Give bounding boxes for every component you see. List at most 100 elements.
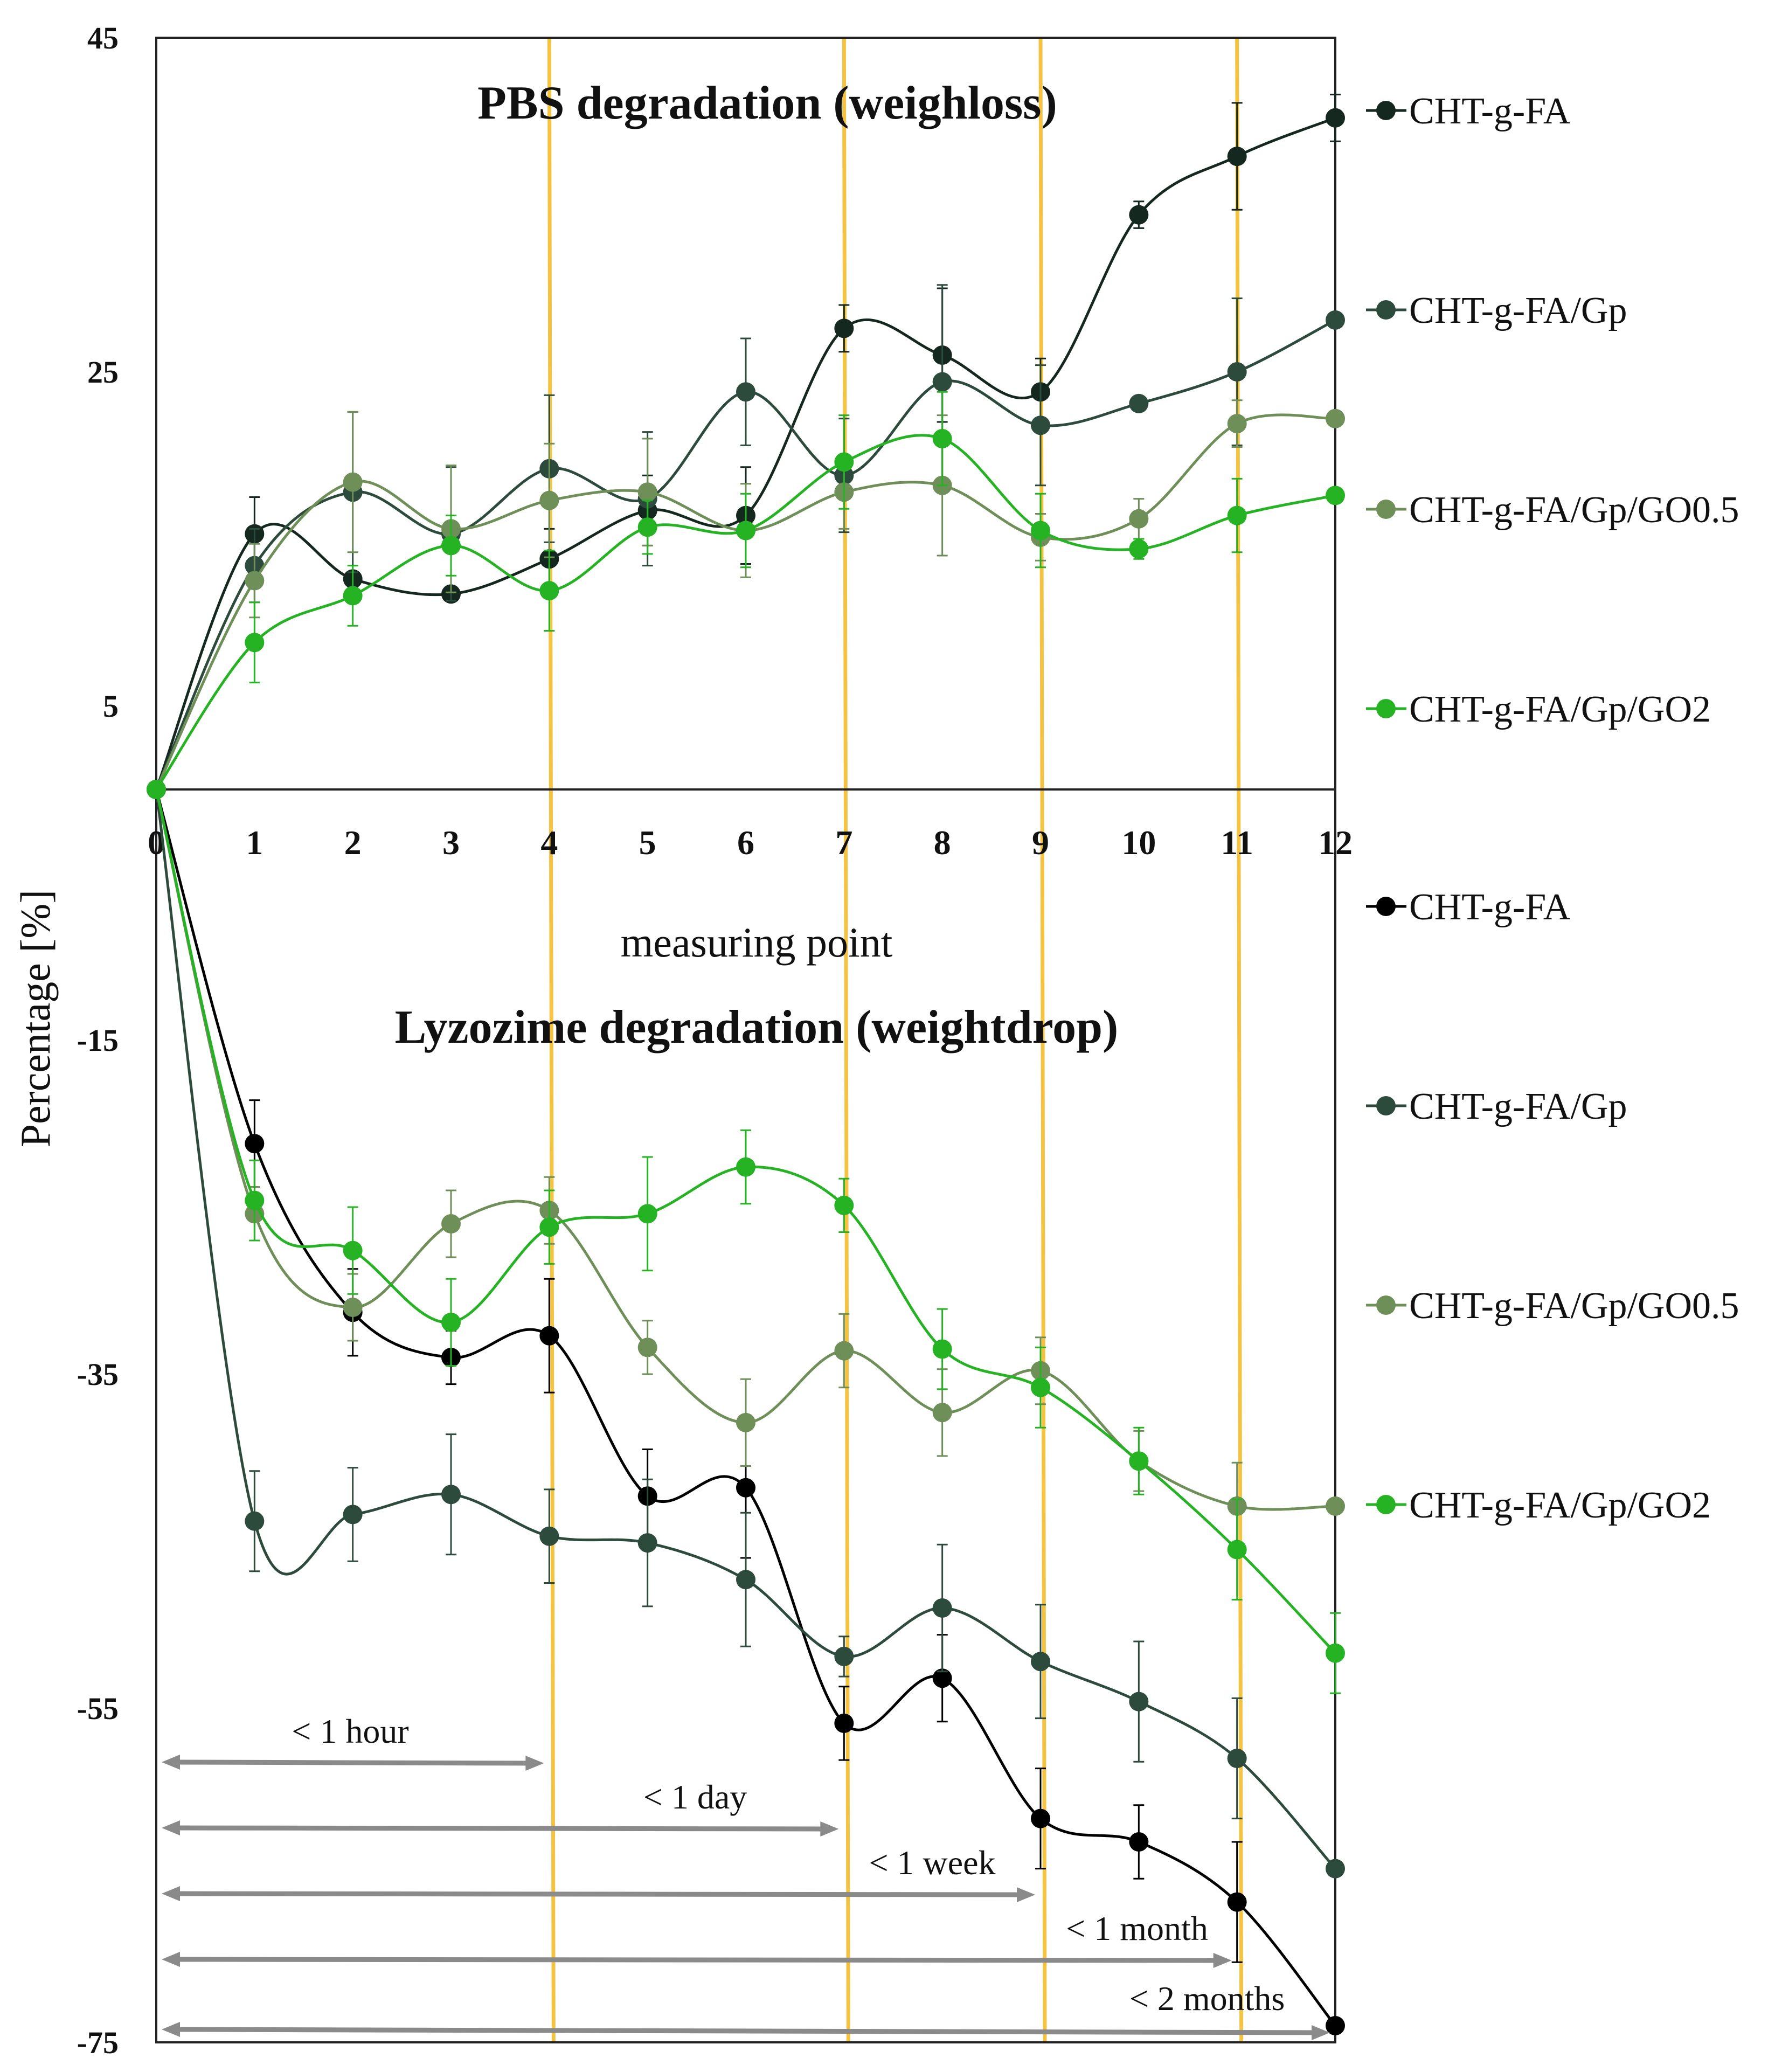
data-point [638, 517, 657, 537]
data-point [343, 473, 363, 492]
data-point [1326, 1644, 1345, 1663]
data-point [1326, 108, 1345, 128]
data-point [1326, 409, 1345, 428]
data-point [638, 1204, 657, 1223]
data-point [933, 429, 952, 448]
data-point [245, 571, 264, 591]
legend-label: CHT-g-FA/Gp/GO2 [1409, 1485, 1711, 1526]
data-point [343, 1298, 363, 1317]
data-point [245, 1134, 264, 1153]
data-point [834, 452, 854, 472]
data-point [933, 1403, 952, 1422]
data-point [1031, 521, 1050, 540]
legend-label: CHT-g-FA [1409, 886, 1571, 928]
x-tick-label: 9 [1032, 823, 1049, 862]
legend-label: CHT-g-FA [1409, 91, 1571, 132]
legend-marker [1376, 300, 1396, 320]
data-point [1326, 1859, 1345, 1879]
range-label: < 1 day [643, 1778, 747, 1816]
y-axis-label: Percentage [%] [12, 890, 59, 1148]
range-arrow-shaft [175, 2029, 1317, 2033]
data-point [638, 482, 657, 502]
data-point [1031, 1378, 1050, 1397]
data-point [343, 586, 363, 605]
data-point [343, 1241, 363, 1260]
range-label: < 1 week [869, 1844, 995, 1882]
range-label: < 1 hour [292, 1712, 408, 1750]
data-point [638, 1338, 657, 1357]
x-tick-label: 3 [442, 823, 460, 862]
range-arrow-shaft [175, 1762, 531, 1763]
legend-label: CHT-g-FA/Gp/GO2 [1409, 689, 1711, 730]
data-point [736, 1478, 755, 1498]
data-point [1326, 310, 1345, 330]
range-arrow-shaft [175, 1828, 826, 1829]
data-point [147, 780, 166, 799]
data-point [1228, 1749, 1247, 1768]
x-tick-label: 7 [835, 823, 852, 862]
data-point [1129, 1451, 1148, 1471]
data-point [1129, 539, 1148, 559]
x-tick-label: 11 [1221, 823, 1253, 862]
data-point [539, 1326, 559, 1346]
data-point [736, 382, 755, 401]
data-point [343, 1505, 363, 1524]
data-point [834, 1341, 854, 1361]
data-point [834, 318, 854, 338]
data-point [1228, 414, 1247, 433]
legend-item: CHT-g-FA/Gp/GO0.5 [1366, 1285, 1739, 1327]
data-point [245, 1512, 264, 1531]
data-point [736, 1413, 755, 1432]
legend-marker [1376, 500, 1396, 519]
data-point [933, 1340, 952, 1359]
y-tick-label: -55 [77, 1691, 119, 1726]
data-point [1228, 1540, 1247, 1560]
data-point [1129, 1692, 1148, 1711]
x-tick-label: 12 [1318, 823, 1353, 862]
data-point [1129, 509, 1148, 529]
legend-label: CHT-g-FA/Gp/GO0.5 [1409, 489, 1739, 531]
data-point [1228, 506, 1247, 525]
data-point [1031, 1809, 1050, 1828]
legend-label: CHT-g-FA/Gp [1409, 290, 1627, 331]
x-tick-label: 6 [737, 823, 754, 862]
data-point [1031, 415, 1050, 435]
data-point [441, 1485, 461, 1504]
pbs-panel-title: PBS degradation (weighloss) [477, 77, 1057, 129]
data-point [1228, 1893, 1247, 1912]
legend-marker [1376, 1495, 1396, 1514]
data-point [1326, 486, 1345, 505]
y-tick-label: -35 [77, 1357, 119, 1392]
data-point [539, 491, 559, 510]
y-tick-label: -15 [77, 1023, 119, 1058]
x-tick-label: 10 [1121, 823, 1156, 862]
legend-item: CHT-g-FA/Gp/GO0.5 [1366, 489, 1739, 531]
data-point [1326, 1496, 1345, 1516]
legend-label: CHT-g-FA/Gp [1409, 1086, 1627, 1127]
degradation-chart: 45255-15-35-55-75 0 1 2 3 4 5 6 7 8 9 10 11 12 Perce… [0, 0, 1775, 2072]
legend-item: CHT-g-FA/Gp/GO2 [1366, 689, 1711, 730]
data-point [1129, 205, 1148, 225]
data-point [1129, 394, 1148, 413]
x-tick-label: 4 [540, 823, 558, 862]
data-point [245, 1191, 264, 1210]
data-point [539, 1527, 559, 1546]
data-point [441, 1313, 461, 1332]
x-tick-label: 5 [639, 823, 656, 862]
legend-item: CHT-g-FA/Gp/GO2 [1366, 1485, 1711, 1526]
x-axis-label: measuring point [621, 919, 893, 966]
range-label: < 1 month [1066, 1909, 1208, 1948]
data-point [736, 521, 755, 540]
data-point [539, 1217, 559, 1237]
y-tick-label: 45 [87, 20, 119, 56]
y-tick-label: 25 [87, 355, 119, 390]
y-tick-label: 5 [103, 689, 119, 724]
data-point [834, 1714, 854, 1733]
data-point [834, 1196, 854, 1215]
lysozyme-panel-title: Lyzozime degradation (weightdrop) [395, 1001, 1119, 1054]
y-tick-label: -75 [77, 2025, 119, 2060]
legend-label: CHT-g-FA/Gp/GO0.5 [1409, 1285, 1739, 1327]
range-label: < 2 months [1129, 1979, 1285, 2018]
data-point [933, 372, 952, 392]
data-point [1031, 1652, 1050, 1671]
